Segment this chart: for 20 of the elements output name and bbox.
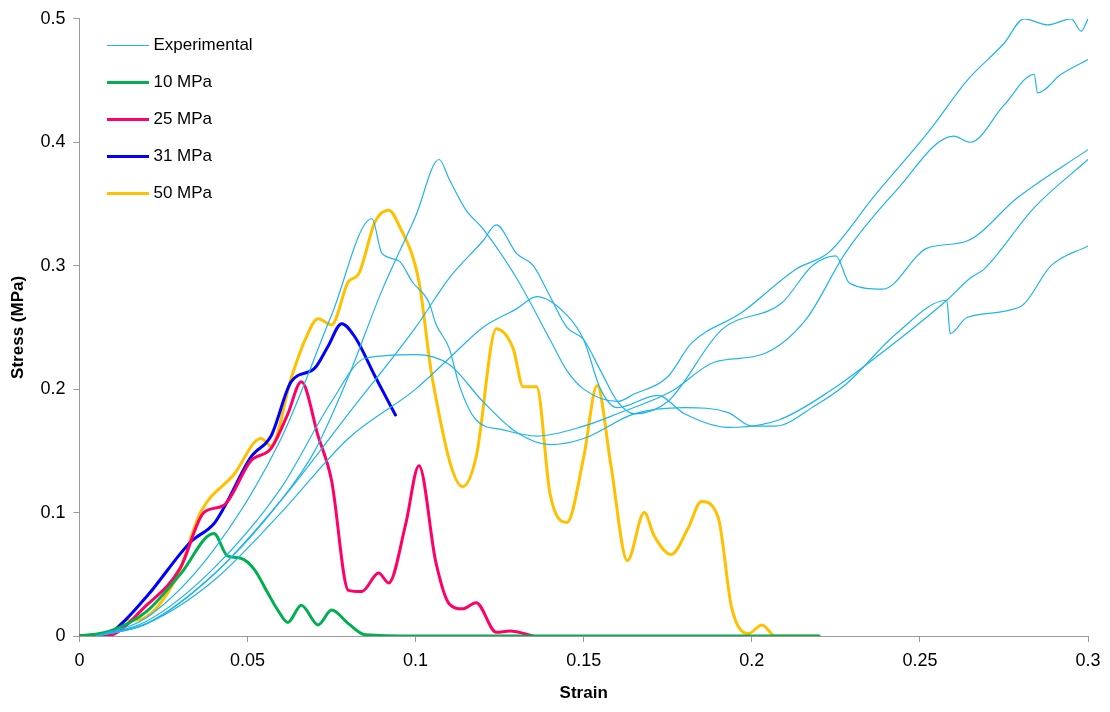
legend-label: 25 MPa — [153, 109, 213, 130]
y-tick-label: 0.2 — [40, 378, 66, 399]
x-tick-label: 0.15 — [566, 649, 602, 670]
y-tick-label: 0 — [55, 624, 66, 645]
legend-label: 10 MPa — [153, 72, 213, 93]
x-tick-label: 0.3 — [1075, 649, 1101, 670]
y-axis-title: Stress (MPa) — [7, 275, 27, 379]
legend-label: Experimental — [153, 35, 253, 56]
x-tick-label: 0.25 — [902, 649, 938, 670]
y-tick-label: 0.3 — [40, 254, 66, 275]
legend-label: 50 MPa — [153, 183, 213, 204]
x-tick-label: 0.05 — [230, 649, 266, 670]
y-tick-label: 0.1 — [40, 501, 66, 522]
y-tick-label: 0.5 — [40, 7, 66, 28]
y-tick-label: 0.4 — [40, 131, 66, 152]
legend-label: 31 MPa — [153, 146, 213, 167]
x-tick-label: 0 — [74, 649, 85, 670]
x-axis-title: Strain — [559, 683, 608, 703]
x-tick-label: 0.1 — [403, 649, 429, 670]
x-tick-label: 0.2 — [739, 649, 765, 670]
